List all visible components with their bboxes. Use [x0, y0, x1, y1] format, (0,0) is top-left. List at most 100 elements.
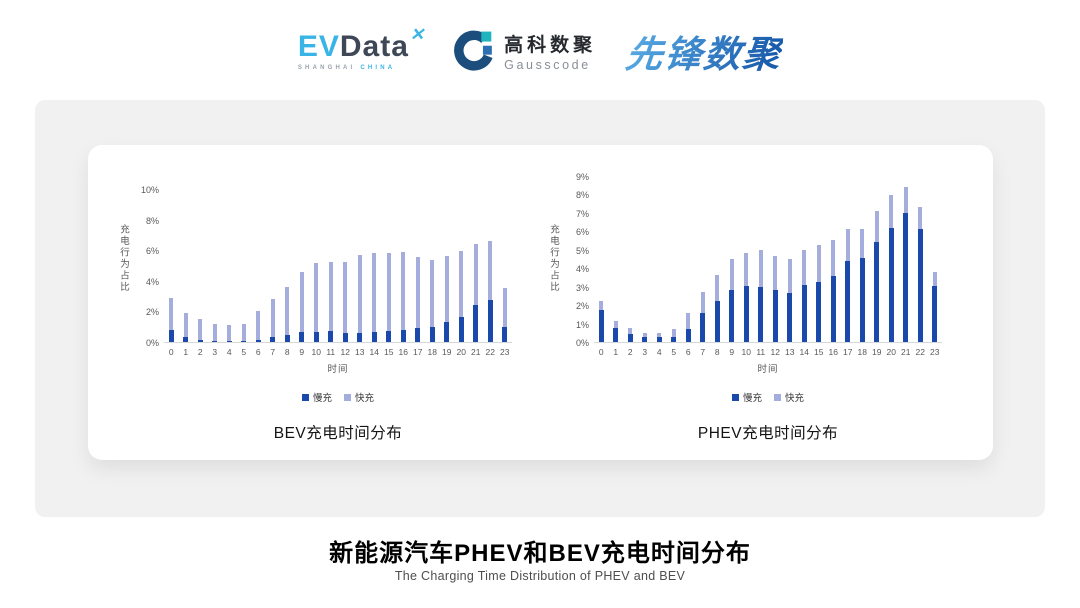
bar-hour-12: [338, 190, 353, 342]
x-tick-label: 4: [226, 347, 232, 357]
bar-hour-20: [454, 190, 469, 342]
x-tick-label: 18: [427, 347, 437, 357]
x-tick-label: 15: [384, 347, 394, 357]
page-title: 新能源汽车PHEV和BEV充电时间分布: [329, 540, 751, 567]
bar-slow-segment: [642, 337, 648, 342]
bar-hour-14: [367, 190, 382, 342]
bar-hour-5: [237, 190, 252, 342]
bar-slow-segment: [241, 340, 247, 342]
x-tick-label: 9: [729, 347, 735, 357]
x-tick-label: 8: [714, 347, 720, 357]
y-tick-label: 6%: [145, 246, 159, 257]
y-tick-label: 2%: [145, 307, 159, 318]
bar-hour-16: [826, 177, 841, 342]
x-tick-label: 11: [326, 347, 336, 357]
bev-y-axis-title: 充电行为占比: [118, 223, 129, 293]
bar-hour-17: [841, 177, 856, 342]
x-tick-label: 4: [656, 347, 662, 357]
bar-hour-13: [783, 177, 798, 342]
bar-fast-segment: [299, 271, 304, 333]
xianfeng-logo: 先锋数聚: [623, 24, 785, 78]
bar-slow-segment: [613, 328, 619, 342]
x-tick-label: 16: [828, 347, 838, 357]
bev-legend-label-fast: 快充: [355, 393, 375, 404]
bar-fast-segment: [700, 292, 705, 313]
bar-slow-segment: [444, 322, 450, 342]
gausscode-g-icon: [454, 30, 493, 71]
bar-hour-2: [193, 190, 208, 342]
bar-fast-segment: [642, 332, 647, 338]
evdata-shanghai-text: SHANGHAI: [297, 64, 356, 71]
bar-hour-13: [353, 190, 368, 342]
x-tick-label: 10: [741, 347, 751, 357]
page-subtitle: The Charging Time Distribution of PHEV a…: [394, 569, 686, 583]
gray-panel: 充电行为占比 10% 8% 6% 4% 2% 0% 0 1 2 3 4 5 6 7 8 9 10 11 12 13 1…: [35, 100, 1045, 517]
legend-swatch-slow-icon: [301, 393, 309, 401]
x-tick-label: 8: [284, 347, 290, 357]
x-tick-label: 17: [413, 347, 423, 357]
bar-hour-15: [812, 177, 827, 342]
phev-legend-item-fast: 快充: [774, 390, 804, 404]
bar-fast-segment: [744, 253, 749, 286]
x-tick-label: 13: [355, 347, 365, 357]
gausscode-text: 高科数聚 Gausscode: [504, 30, 596, 72]
bar-hour-10: [309, 190, 324, 342]
x-tick-label: 2: [627, 347, 633, 357]
bev-x-axis-title: 时间: [327, 364, 349, 375]
y-tick-label: 8%: [575, 190, 589, 201]
bar-hour-22: [483, 190, 498, 342]
evdata-wordmark: EV Data ✕: [298, 26, 424, 63]
bar-fast-segment: [918, 206, 923, 229]
y-tick-label: 3%: [575, 282, 589, 293]
bar-fast-segment: [444, 255, 449, 323]
bar-hour-4: [652, 177, 667, 342]
bar-hour-3: [208, 190, 223, 342]
bar-hour-17: [411, 190, 426, 342]
bar-slow-segment: [429, 326, 435, 342]
bar-hour-0: [594, 177, 609, 342]
bar-slow-segment: [830, 275, 836, 342]
bar-fast-segment: [415, 257, 420, 329]
x-tick-label: 0: [168, 347, 174, 357]
bar-hour-6: [681, 177, 696, 342]
bar-slow-segment: [473, 304, 479, 342]
bar-fast-segment: [758, 249, 763, 287]
bar-fast-segment: [874, 211, 879, 243]
bar-hour-23: [928, 177, 943, 342]
bar-hour-8: [710, 177, 725, 342]
phev-y-axis-ticks: 9% 8% 7% 6% 5% 4% 3% 2% 1% 0%: [560, 172, 594, 348]
x-tick-label: 19: [442, 347, 452, 357]
bar-slow-segment: [342, 332, 348, 342]
bar-hour-18: [425, 190, 440, 342]
bar-hour-9: [725, 177, 740, 342]
x-tick-label: 23: [930, 347, 940, 357]
evdata-logo: EV Data ✕ SHANGHAI CHINA: [297, 26, 424, 71]
bar-hour-1: [609, 177, 624, 342]
bar-hour-14: [797, 177, 812, 342]
bar-fast-segment: [686, 312, 691, 330]
x-tick-label: 18: [857, 347, 867, 357]
bev-chart-title: BEV充电时间分布: [273, 425, 403, 442]
bar-hour-0: [164, 190, 179, 342]
x-tick-label: 11: [756, 347, 766, 357]
y-tick-label: 4%: [145, 276, 159, 287]
evdata-china-text: CHINA: [360, 64, 396, 71]
bar-slow-segment: [859, 258, 865, 342]
x-tick-label: 14: [369, 347, 379, 357]
bar-fast-segment: [715, 274, 720, 301]
bev-y-axis-ticks: 10% 8% 6% 4% 2% 0%: [130, 185, 164, 348]
bar-slow-segment: [299, 332, 305, 342]
evdata-data-text: Data: [339, 29, 409, 63]
phev-y-axis-title: 充电行为占比: [548, 223, 559, 293]
y-tick-label: 9%: [575, 172, 589, 182]
bar-hour-16: [396, 190, 411, 342]
x-tick-label: 12: [770, 347, 780, 357]
y-tick-label: 10%: [140, 185, 159, 195]
bar-slow-segment: [487, 299, 493, 342]
bar-fast-segment: [241, 323, 246, 341]
bar-slow-segment: [371, 332, 377, 342]
bar-hour-12: [768, 177, 783, 342]
gausscode-cn-text: 高科数聚: [504, 34, 597, 56]
x-tick-label: 22: [485, 347, 495, 357]
bar-hour-4: [222, 190, 237, 342]
